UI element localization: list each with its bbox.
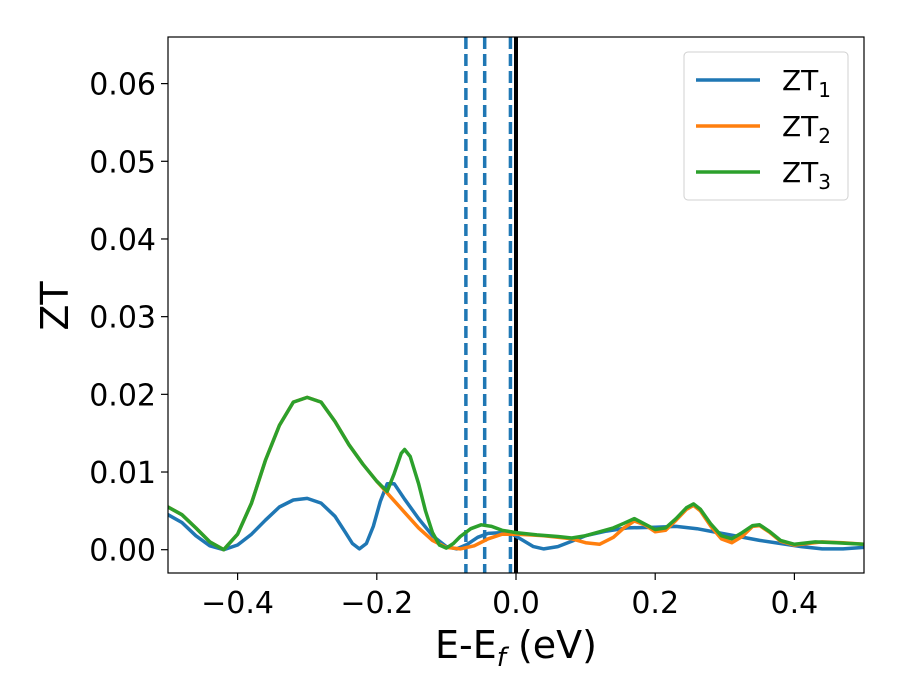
series-line-3 <box>168 395 864 552</box>
legend-label-1: ZT1 <box>782 64 831 102</box>
x-tick-label: 0.0 <box>492 586 540 621</box>
y-tick-label: 0.05 <box>89 145 156 180</box>
y-tick-label: 0.03 <box>89 301 156 336</box>
x-axis-label-main: E-E <box>435 623 497 667</box>
y-tick-label: 0.04 <box>89 223 156 258</box>
y-tick-label: 0.00 <box>89 534 156 569</box>
legend-label-2: ZT2 <box>782 110 831 148</box>
x-axis-label-unit: (eV) <box>506 623 597 667</box>
legend-label-3: ZT3 <box>782 156 831 194</box>
x-tick-label: −0.4 <box>201 586 274 621</box>
y-tick-label: 0.02 <box>89 378 156 413</box>
y-axis-ticks: 0.00 0.01 0.02 0.03 0.04 0.05 0.06 <box>89 68 168 569</box>
x-tick-label: 0.4 <box>771 586 819 621</box>
series-lines <box>168 395 864 552</box>
legend: ZT1 ZT2 ZT3 <box>683 51 849 201</box>
y-tick-label: 0.01 <box>89 456 156 491</box>
x-tick-label: 0.2 <box>631 586 679 621</box>
y-tick-label: 0.06 <box>89 68 156 103</box>
x-tick-label: −0.2 <box>340 586 413 621</box>
vertical-reference-lines <box>464 37 518 573</box>
x-axis-ticks: −0.4 −0.2 0.0 0.2 0.4 <box>201 573 818 621</box>
x-axis-label: E-Ef (eV) <box>435 623 597 673</box>
y-axis-label: ZT <box>33 281 77 331</box>
legend-box <box>683 51 849 201</box>
